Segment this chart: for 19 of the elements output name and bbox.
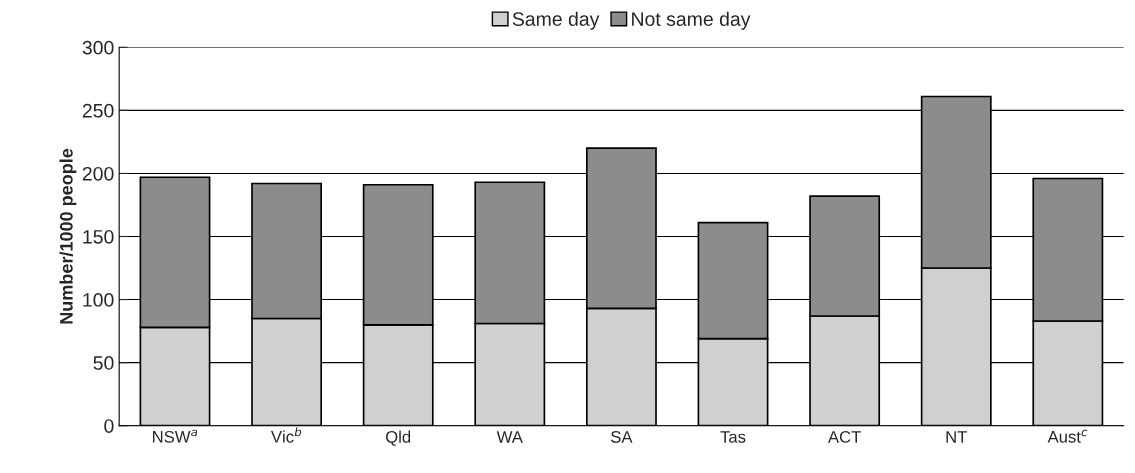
x-tick-label: Tas (720, 431, 746, 443)
y-tick-label: 300 (82, 40, 114, 55)
y-axis-title: Number/1000 people (59, 148, 77, 324)
x-tick-label: SA (611, 431, 633, 443)
x-tick-label: Vic$^{b}$ (270, 427, 302, 443)
y-tick-label: 0 (104, 419, 114, 433)
y-tick-label: 200 (82, 166, 114, 181)
x-tick-label: WA (496, 431, 523, 443)
legend-label: Same day (512, 11, 600, 30)
x-tick-label: NT (946, 431, 967, 443)
x-tick-label: NSW$^{a}$ (153, 429, 198, 443)
x-tick-label: Qld (386, 430, 411, 446)
y-tick-label: 100 (83, 293, 114, 307)
x-tick-label: ACT (828, 431, 861, 443)
legend-label: Not same day (632, 11, 751, 30)
y-tick-label: 150 (83, 229, 114, 244)
x-tick-label: Aust$^{c}$ (1047, 429, 1088, 443)
y-tick-label: 50 (93, 356, 114, 370)
y-tick-label: 250 (82, 103, 114, 118)
